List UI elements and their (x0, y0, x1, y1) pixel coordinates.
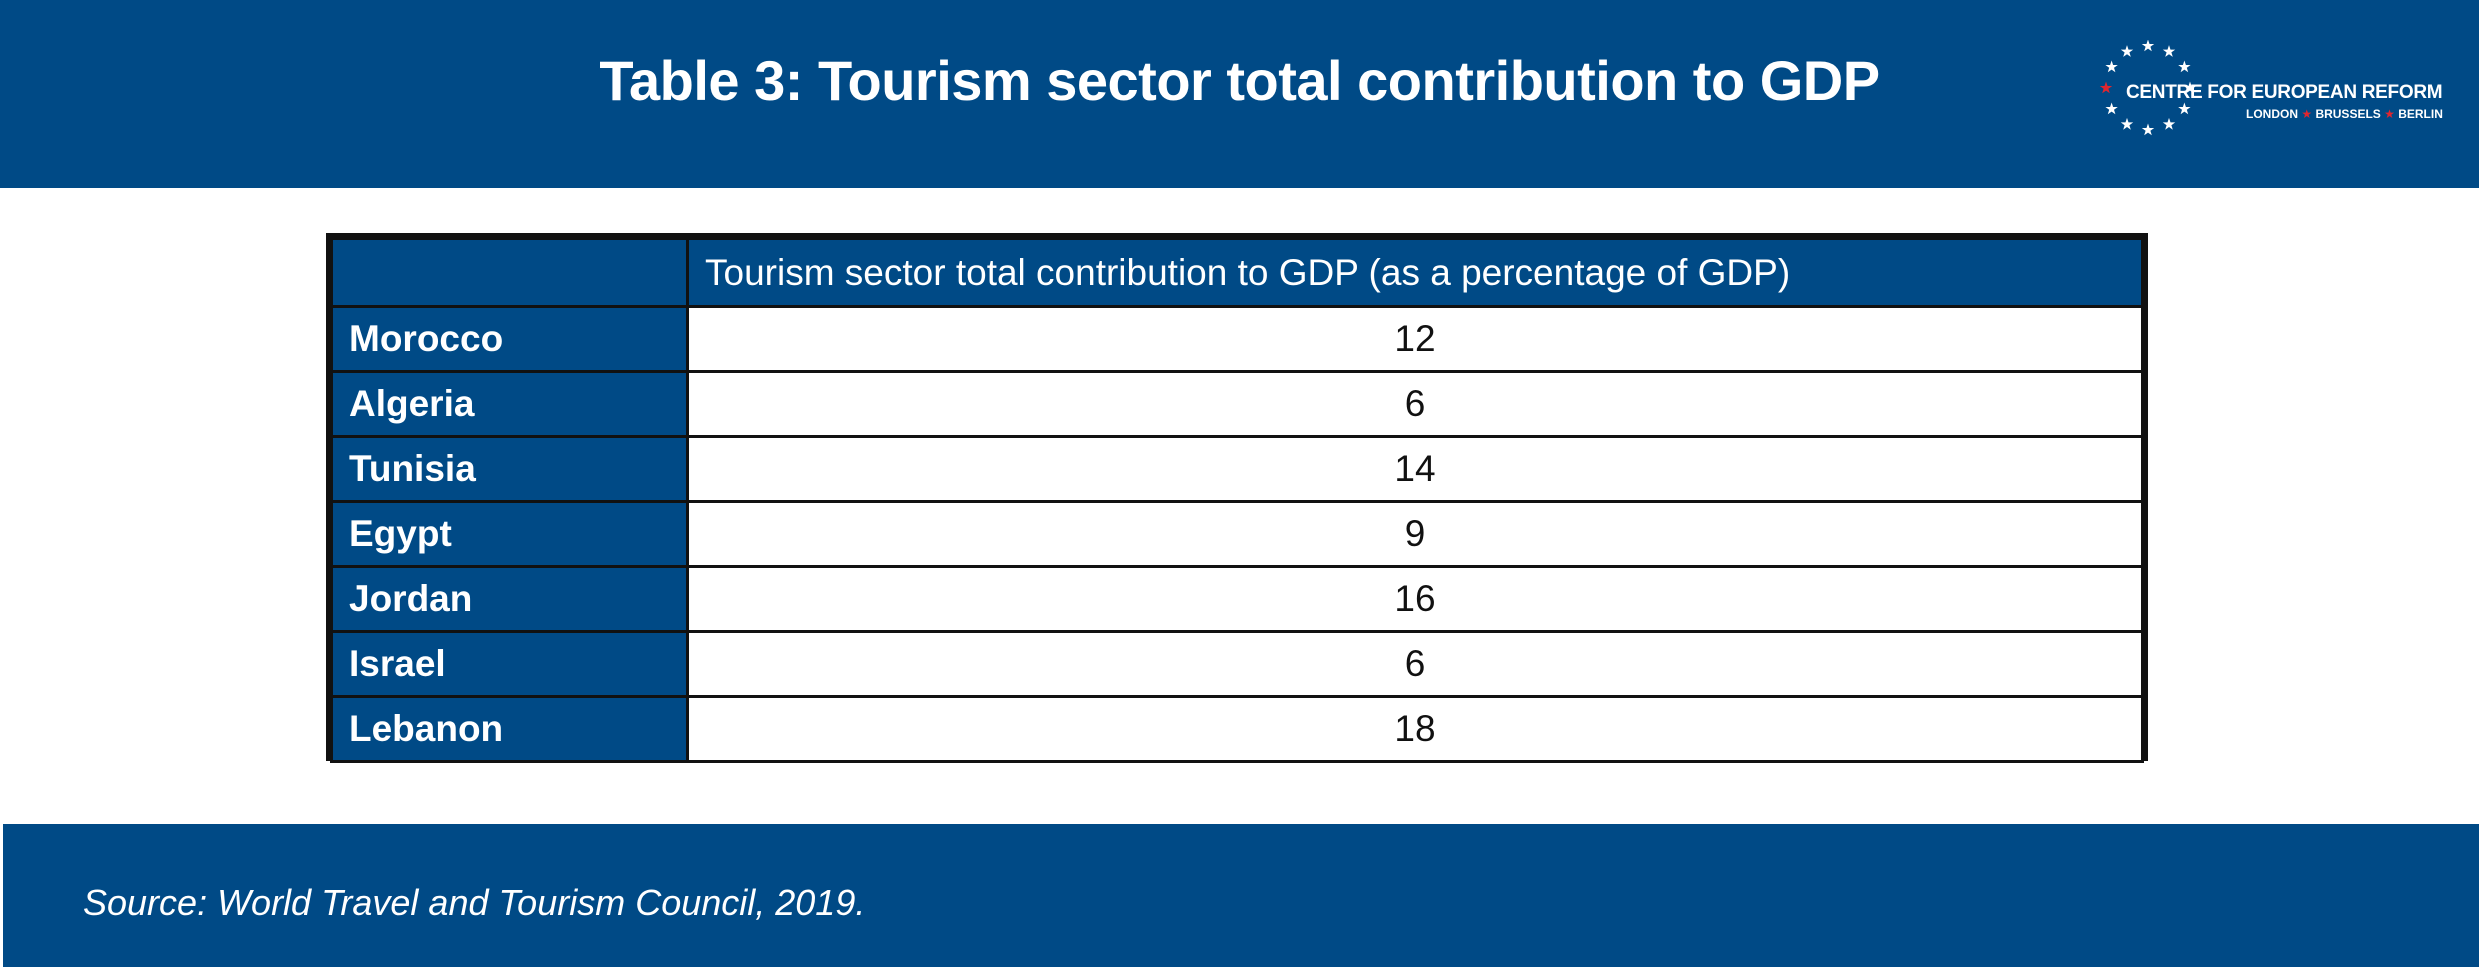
row-label: Israel (330, 630, 689, 698)
star-icon (2178, 60, 2191, 73)
table-row: Lebanon 18 (330, 695, 2144, 763)
row-value: 12 (686, 305, 2144, 373)
star-icon (2141, 40, 2155, 52)
table-header-row: Tourism sector total contribution to GDP… (330, 237, 2144, 308)
table-corner-cell (330, 237, 689, 308)
table-row: Algeria 6 (330, 370, 2144, 438)
cer-logo: CENTRE FOR EUROPEAN REFORM LONDON ★ BRUS… (2098, 40, 2443, 150)
row-value: 6 (686, 370, 2144, 438)
star-separator-icon: ★ (2301, 107, 2316, 121)
star-separator-icon: ★ (2384, 107, 2399, 121)
table-row: Jordan 16 (330, 565, 2144, 633)
row-label: Algeria (330, 370, 689, 438)
row-value: 16 (686, 565, 2144, 633)
row-value: 18 (686, 695, 2144, 763)
table-row: Morocco 12 (330, 305, 2144, 373)
star-icon (2162, 117, 2176, 130)
star-icon (2162, 45, 2176, 57)
logo-city-berlin: BERLIN (2398, 107, 2443, 121)
star-icon (2120, 117, 2134, 130)
row-value: 14 (686, 435, 2144, 503)
row-label: Jordan (330, 565, 689, 633)
column-header: Tourism sector total contribution to GDP… (686, 237, 2144, 308)
logo-city-london: LONDON (2246, 107, 2298, 121)
table-row: Israel 6 (330, 630, 2144, 698)
row-label: Tunisia (330, 435, 689, 503)
row-value: 9 (686, 500, 2144, 568)
logo-city-brussels: BRUSSELS (2315, 107, 2381, 121)
star-icon (2178, 102, 2191, 115)
table-row: Tunisia 14 (330, 435, 2144, 503)
logo-cities: LONDON ★ BRUSSELS ★ BERLIN (2246, 107, 2443, 121)
row-label: Morocco (330, 305, 689, 373)
star-icon (2120, 45, 2134, 57)
row-value: 6 (686, 630, 2144, 698)
row-label: Egypt (330, 500, 689, 568)
data-table: Tourism sector total contribution to GDP… (326, 233, 2148, 763)
source-note: Source: World Travel and Tourism Council… (83, 882, 866, 923)
header-bar (0, 0, 2479, 188)
star-icon (2105, 102, 2118, 115)
page-title: Table 3: Tourism sector total contributi… (599, 48, 1880, 112)
row-label: Lebanon (330, 695, 689, 763)
table-row: Egypt 9 (330, 500, 2144, 568)
footer-bar: Source: World Travel and Tourism Council… (3, 824, 2479, 967)
star-icon (2141, 123, 2155, 136)
logo-name: CENTRE FOR EUROPEAN REFORM (2126, 82, 2443, 103)
star-icon (2105, 60, 2118, 73)
star-icon (2099, 81, 2113, 94)
